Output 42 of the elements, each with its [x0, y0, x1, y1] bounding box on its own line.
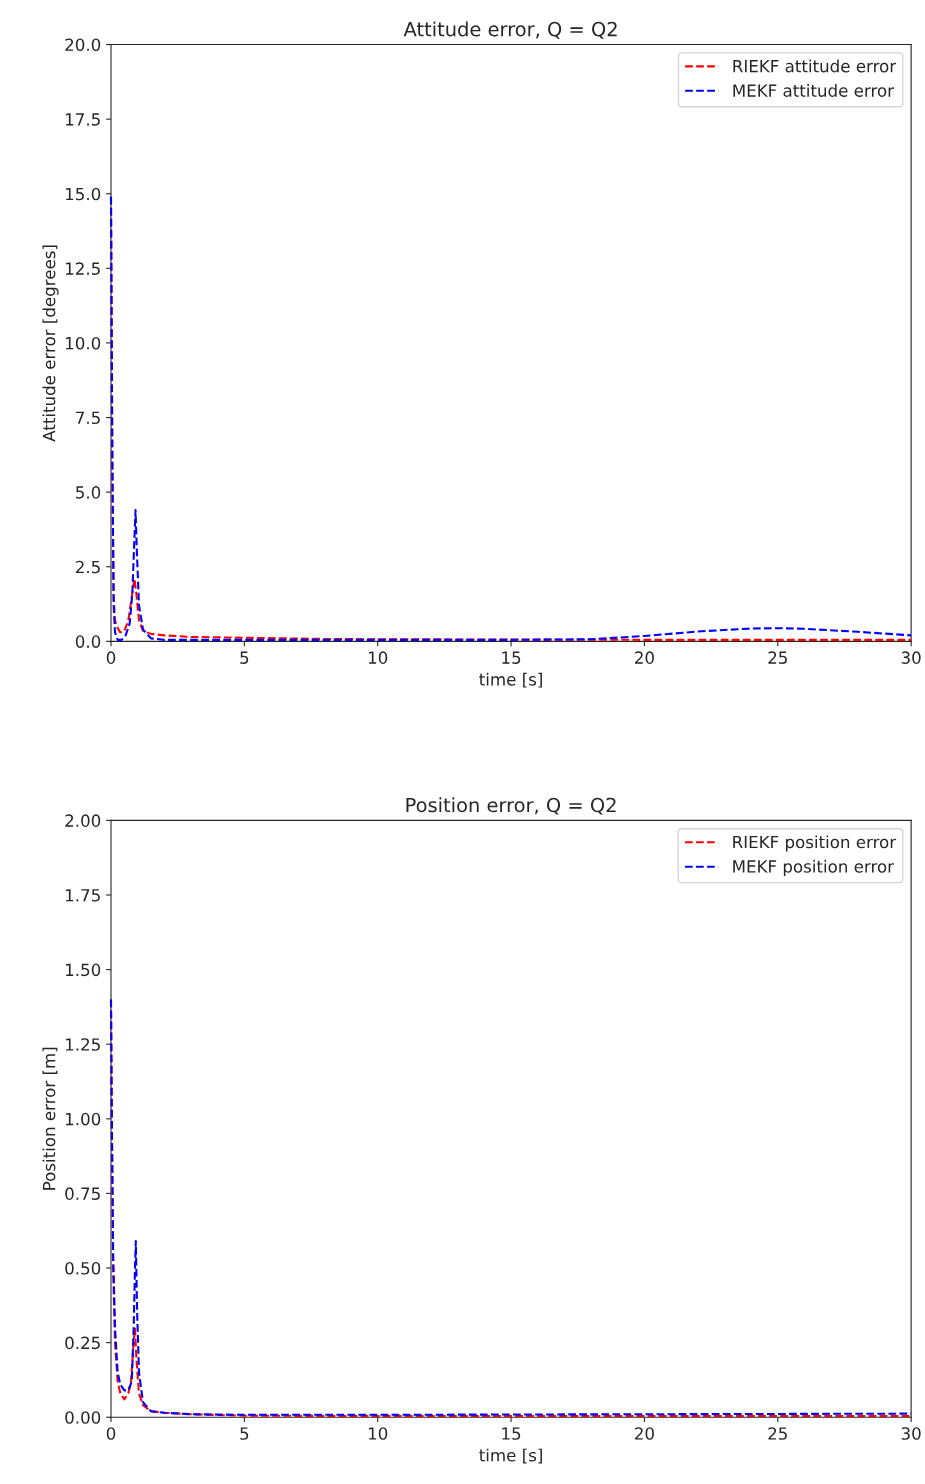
x-tick-label: 15: [502, 651, 521, 664]
y-tick-label: 2.5: [75, 560, 100, 574]
y-tick-label: 1.50: [66, 963, 101, 977]
y-tick-label: 10.0: [66, 336, 101, 350]
chart-title: Position error, Q = Q2: [406, 797, 616, 815]
x-tick-label: 0: [106, 651, 116, 664]
y-tick-label: 5.0: [76, 486, 101, 499]
x-tick-label: 10: [368, 1427, 388, 1440]
x-tick-label: 5: [240, 1427, 249, 1440]
x-tick-label: 30: [901, 651, 921, 664]
x-tick-label: 5: [240, 651, 249, 664]
y-tick-label: 0.0: [75, 635, 101, 648]
legend-label: MEKF attitude error: [733, 83, 895, 97]
legend-label: MEKF position error: [733, 859, 895, 876]
x-tick-label: 10: [368, 651, 388, 664]
y-tick-label: 7.5: [76, 411, 100, 425]
y-tick-label: 1.00: [66, 1112, 101, 1126]
y-tick-label: 20.0: [65, 38, 101, 52]
y-tick-label: 12.5: [66, 262, 100, 275]
y-tick-label: 0.25: [65, 1336, 100, 1350]
y-tick-label: 17.5: [66, 113, 100, 126]
legend-label: RIEKF attitude error: [733, 59, 897, 73]
y-axis-title: Attitude error [degrees]: [42, 245, 59, 442]
x-tick-label: 0: [106, 1427, 116, 1440]
x-tick-label: 15: [502, 1427, 521, 1440]
x-axis-title: time [s]: [479, 672, 542, 688]
y-axis-title: Position error [m]: [42, 1047, 58, 1190]
x-tick-label: 25: [768, 651, 787, 664]
x-tick-label: 20: [635, 1427, 654, 1440]
y-tick-label: 2.00: [65, 814, 101, 827]
y-tick-label: 0.00: [65, 1411, 101, 1424]
x-axis-title: time [s]: [479, 1448, 542, 1464]
y-tick-label: 1.25: [66, 1038, 100, 1051]
y-tick-label: 0.50: [65, 1261, 101, 1275]
legend-label: RIEKF position error: [733, 835, 897, 852]
y-tick-label: 15.0: [66, 187, 101, 201]
x-tick-label: 30: [901, 1427, 921, 1440]
chart-title: Attitude error, Q = Q2: [403, 21, 617, 39]
x-tick-label: 20: [635, 651, 654, 664]
y-tick-label: 0.75: [65, 1187, 100, 1200]
y-tick-label: 1.75: [66, 889, 100, 902]
x-tick-label: 25: [768, 1427, 787, 1440]
